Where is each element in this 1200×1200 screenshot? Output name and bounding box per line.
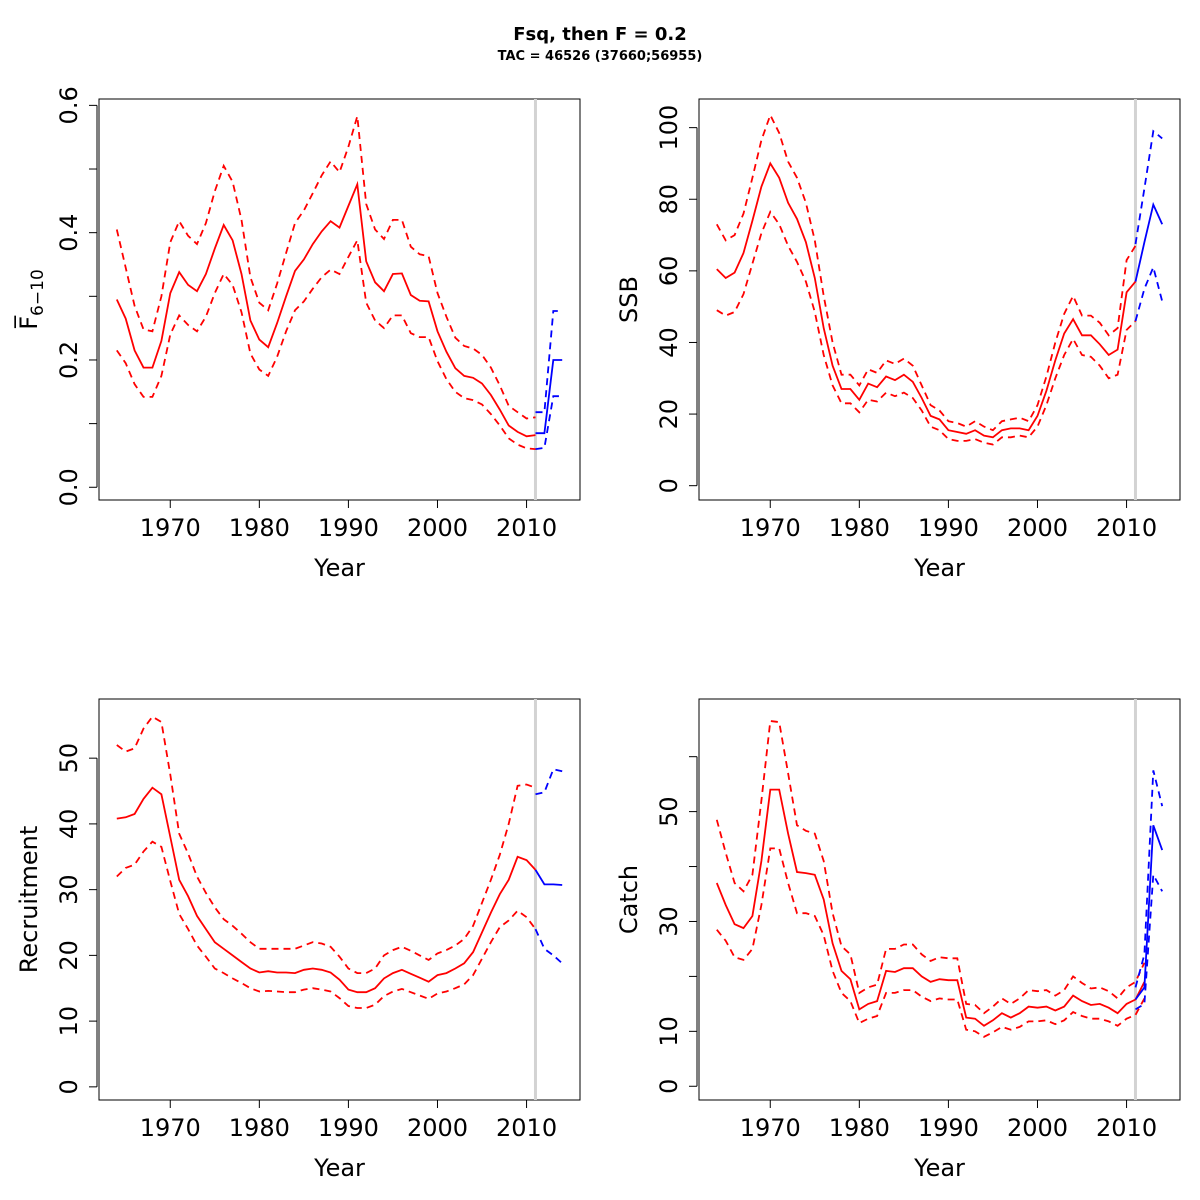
- x-tick-label: 1970: [740, 1114, 801, 1142]
- y-axis-label-subscript: 6−10: [28, 269, 48, 316]
- y-tick-label: 0.0: [55, 468, 83, 506]
- x-tick-label: 2010: [1096, 514, 1157, 542]
- historical-estimate-line: [116, 786, 537, 994]
- y-tick-label: 80: [655, 184, 683, 215]
- historical-upper-ci-line: [716, 112, 1137, 432]
- y-tick-label: 50: [655, 796, 683, 827]
- x-tick-label: 1990: [918, 1114, 979, 1142]
- projection-estimate-line: [534, 869, 563, 886]
- y-tick-label: 30: [655, 906, 683, 937]
- projection-lower-ci-line: [535, 395, 563, 450]
- projection-lower-ci-line: [534, 928, 563, 964]
- x-tick-label: 1980: [229, 1114, 290, 1142]
- y-tick-label: 0: [55, 1079, 83, 1094]
- historical-estimate-line: [115, 180, 536, 438]
- y-tick-label: 10: [655, 1016, 683, 1047]
- x-tick-label: 1980: [829, 514, 890, 542]
- historical-lower-ci-line: [716, 847, 1146, 1038]
- panel-ssb: 1970 1980 1990 2000 2010 0 20 40 60 80 100 Year SSB: [615, 98, 1181, 582]
- projection-estimate-line: [1134, 824, 1164, 1001]
- y-tick-label: 0: [655, 478, 683, 493]
- y-tick-label: 0.6: [55, 86, 83, 124]
- x-tick-label: 2000: [1007, 514, 1068, 542]
- projection-estimate-line: [1134, 201, 1164, 282]
- historical-lower-ci-line: [116, 237, 536, 450]
- projection-upper-ci-line: [1134, 129, 1163, 245]
- x-tick-label: 1970: [140, 514, 201, 542]
- projection-lower-ci-line: [1134, 264, 1164, 322]
- x-tick-label: 2000: [407, 1114, 468, 1142]
- projection-estimate-line: [535, 359, 563, 435]
- figure-subtitle: TAC = 46526 (37660;56955): [498, 49, 703, 64]
- projection-upper-ci-line: [535, 768, 563, 796]
- x-tick-label: 2010: [1096, 1114, 1157, 1142]
- y-axis-label: Catch: [615, 865, 643, 934]
- x-tick-label: 1990: [318, 1114, 379, 1142]
- x-tick-label: 2000: [407, 514, 468, 542]
- y-tick-label: 40: [55, 809, 83, 840]
- y-tick-label: 40: [655, 327, 683, 358]
- x-tick-label: 1990: [918, 514, 979, 542]
- x-tick-label: 2010: [496, 1114, 557, 1142]
- y-tick-label: 60: [655, 256, 683, 287]
- x-axis-label: Year: [313, 554, 365, 582]
- projection-upper-ci-line: [535, 310, 563, 414]
- x-axis-label: Year: [913, 554, 965, 582]
- figure-title: Fsq, then F = 0.2: [513, 24, 687, 45]
- y-tick-label: 0.4: [55, 214, 83, 252]
- y-tick-label: 0: [655, 1079, 683, 1094]
- projection-lower-ci-line: [1135, 871, 1163, 1011]
- x-tick-label: 2010: [496, 514, 557, 542]
- panel-catch: 1970 1980 1990 2000 2010 0 10 30 50 Year Catch: [615, 698, 1181, 1182]
- historical-upper-ci-line: [715, 719, 1146, 1015]
- x-tick-label: 2000: [1007, 1114, 1068, 1142]
- y-tick-label: 50: [55, 743, 83, 774]
- historical-upper-ci-line: [115, 115, 536, 420]
- historical-estimate-line: [716, 161, 1137, 439]
- y-axis-label: SSB: [615, 276, 643, 323]
- y-tick-label: 100: [655, 105, 683, 151]
- x-tick-label: 1970: [140, 1114, 201, 1142]
- panels: 1970 1980 1990 2000 20100.00.20.40.6YearF̅6−…: [14, 86, 1181, 1182]
- historical-lower-ci-line: [116, 840, 537, 1009]
- y-axis-label: Recruitment: [15, 826, 43, 973]
- y-tick-label: 20: [55, 940, 83, 971]
- panel-recruitment: 1970 1980 1990 2000 2010 0 10 20 30 40 50 Year Recru…: [15, 698, 581, 1182]
- y-tick-label: 30: [55, 874, 83, 905]
- x-tick-label: 1990: [318, 514, 379, 542]
- historical-lower-ci-line: [716, 209, 1137, 446]
- x-tick-label: 1970: [740, 514, 801, 542]
- y-tick-label: 20: [655, 399, 683, 430]
- historical-estimate-line: [715, 788, 1146, 1027]
- x-tick-label: 1980: [829, 1114, 890, 1142]
- projection-upper-ci-line: [1134, 770, 1164, 988]
- y-tick-label: 10: [55, 1006, 83, 1037]
- panel-fbar: 1970 1980 1990 2000 20100.00.20.40.6YearF̅6−…: [14, 86, 581, 582]
- x-tick-label: 1980: [229, 514, 290, 542]
- x-axis-label: Year: [913, 1154, 965, 1182]
- historical-upper-ci-line: [116, 715, 536, 974]
- y-tick-label: 0.2: [55, 341, 83, 379]
- x-axis-label: Year: [313, 1154, 365, 1182]
